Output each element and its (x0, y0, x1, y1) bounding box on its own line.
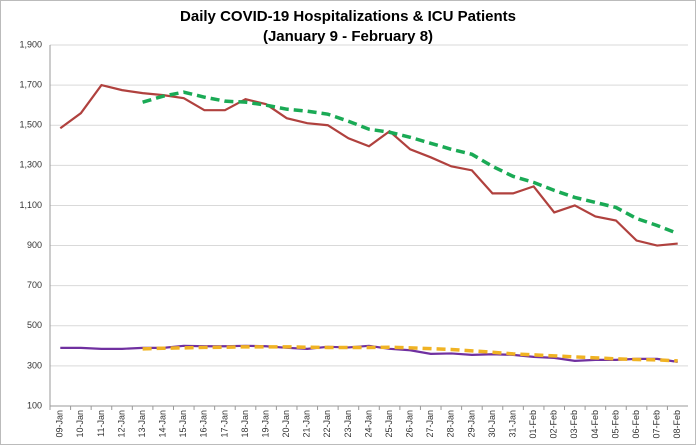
x-tick-label: 23-Jan (343, 410, 353, 438)
x-tick-label: 19-Jan (260, 410, 270, 438)
y-tick-label: 900 (27, 240, 42, 250)
x-tick-label: 31-Jan (507, 410, 517, 438)
x-tick-label: 07-Feb (652, 410, 662, 439)
x-tick-label: 04-Feb (590, 410, 600, 439)
y-tick-label: 500 (27, 320, 42, 330)
x-tick-label: 27-Jan (425, 410, 435, 438)
x-tick-label: 16-Jan (199, 410, 209, 438)
x-tick-label: 25-Jan (384, 410, 394, 438)
y-tick-label: 1,700 (19, 79, 42, 89)
x-tick-label: 13-Jan (137, 410, 147, 438)
series-line (142, 90, 679, 236)
x-tick-label: 22-Jan (322, 410, 332, 438)
x-tick-label: 20-Jan (281, 410, 291, 438)
x-tick-label: 28-Jan (446, 410, 456, 438)
x-tick-label: 06-Feb (631, 410, 641, 439)
chart-subtitle: (January 9 - February 8) (263, 28, 433, 45)
x-tick-label: 09-Jan (55, 410, 65, 438)
x-tick-label: 15-Jan (178, 410, 188, 438)
y-tick-label: 1,100 (19, 200, 42, 210)
x-tick-label: 10-Jan (75, 410, 85, 438)
x-tick-label: 21-Jan (302, 410, 312, 438)
x-tick-label: 30-Jan (487, 410, 497, 438)
x-tick-label: 12-Jan (116, 410, 126, 438)
y-tick-label: 700 (27, 280, 42, 290)
y-tick-label: 1,500 (19, 120, 42, 130)
series-line (142, 345, 678, 363)
x-tick-label: 03-Feb (569, 410, 579, 439)
x-tick-label: 26-Jan (405, 410, 415, 438)
x-tick-label: 17-Jan (219, 410, 229, 438)
y-tick-label: 1,300 (19, 160, 42, 170)
x-tick-label: 18-Jan (240, 410, 250, 438)
y-tick-label: 1,900 (19, 39, 42, 49)
x-tick-label: 24-Jan (363, 410, 373, 438)
x-tick-label: 14-Jan (158, 410, 168, 438)
y-tick-label: 100 (27, 400, 42, 410)
x-tick-label: 05-Feb (610, 410, 620, 439)
x-tick-label: 01-Feb (528, 410, 538, 439)
x-tick-label: 02-Feb (549, 410, 559, 439)
x-tick-label: 29-Jan (466, 410, 476, 438)
x-tick-label: 08-Feb (672, 410, 682, 439)
chart-title: Daily COVID-19 Hospitalizations & ICU Pa… (180, 8, 516, 25)
y-tick-label: 300 (27, 360, 42, 370)
x-tick-label: 11-Jan (96, 410, 106, 437)
